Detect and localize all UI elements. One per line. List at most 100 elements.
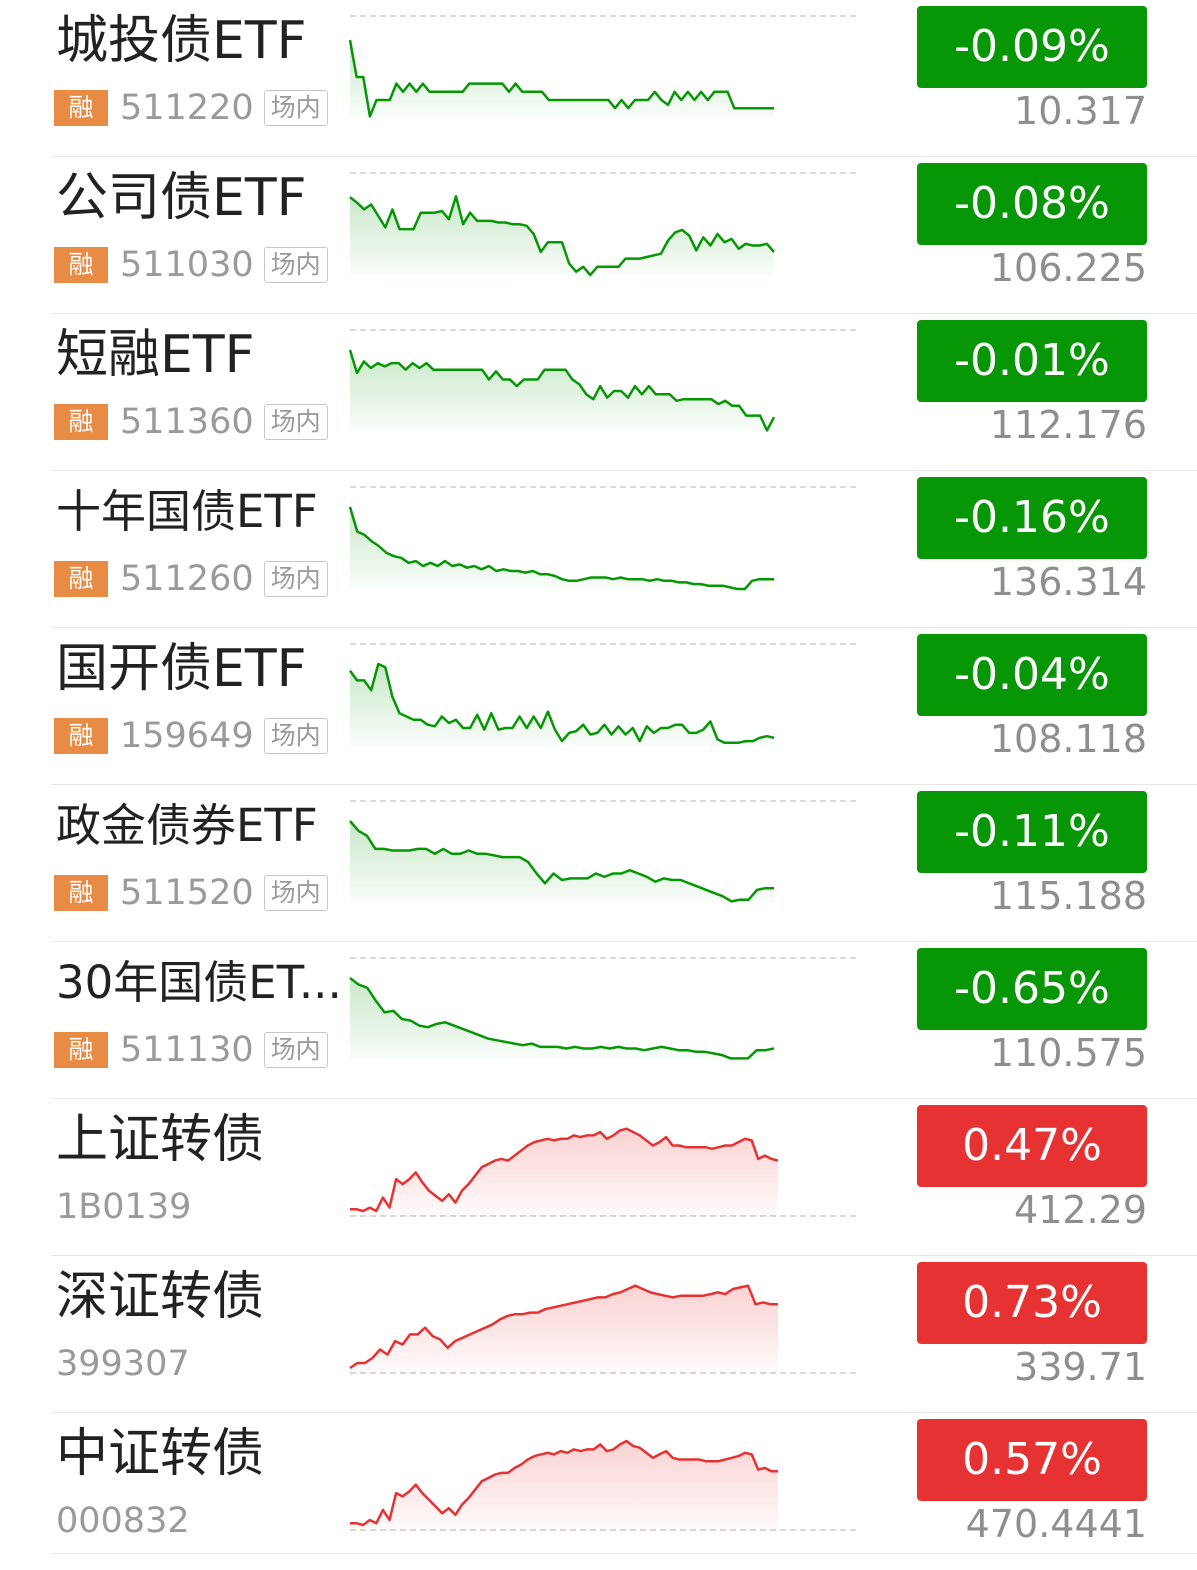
sparkline-line: [349, 977, 775, 1060]
sparkline-area: [350, 1128, 778, 1217]
last-price: 339.71: [1014, 1345, 1147, 1389]
sparkline-line: [348, 662, 775, 744]
fund-meta: 1B0139: [54, 1187, 201, 1227]
fund-row[interactable]: 十年国债ETF 融 511260 场内 -0.16% 136.314: [0, 471, 1197, 628]
intraday-sparkline: [348, 643, 858, 746]
intraday-sparkline: [348, 15, 858, 118]
margin-badge: 融: [54, 247, 108, 283]
fund-row[interactable]: 城投债ETF 融 511220 场内 -0.09% 10.317: [0, 0, 1197, 157]
exchange-tag: 场内: [263, 718, 328, 754]
change-percent-button[interactable]: -0.04%: [917, 634, 1147, 716]
last-price: 108.118: [989, 717, 1147, 761]
fund-name: 深证转债: [56, 1267, 265, 1327]
change-percent-button[interactable]: -0.65%: [917, 948, 1147, 1030]
fund-name: 上证转债: [56, 1110, 265, 1170]
sparkline-area: [350, 978, 774, 1060]
intraday-sparkline: [349, 172, 858, 277]
fund-name: 公司债ETF: [56, 168, 307, 228]
fund-row[interactable]: 30年国债ET... 融 511130 场内 -0.65% 110.575: [0, 942, 1197, 1099]
intraday-sparkline: [349, 1284, 858, 1374]
intraday-sparkline: [350, 1127, 858, 1217]
intraday-sparkline: [350, 1439, 858, 1531]
fund-row[interactable]: 深证转债 399307 0.73% 339.71: [0, 1256, 1197, 1413]
intraday-sparkline: [348, 486, 858, 591]
fund-meta: 融 159649 场内: [54, 716, 328, 756]
row-divider: [52, 470, 1197, 471]
exchange-tag: 场内: [263, 404, 328, 440]
sparkline-line: [348, 506, 774, 591]
last-price: 412.29: [1014, 1188, 1147, 1232]
last-price: 112.176: [989, 403, 1147, 447]
fund-code: 000832: [56, 1501, 190, 1541]
row-divider: [52, 627, 1197, 628]
fund-meta: 融 511030 场内: [54, 245, 328, 285]
sparkline-area: [350, 40, 774, 118]
sparkline-area: [350, 507, 774, 589]
exchange-tag: 场内: [263, 561, 328, 597]
fund-code: 511520: [120, 873, 254, 913]
fund-row[interactable]: 短融ETF 融 511360 场内 -0.01% 112.176: [0, 314, 1197, 471]
last-price: 110.575: [989, 1031, 1147, 1075]
margin-badge: 融: [54, 875, 108, 911]
row-divider: [52, 156, 1197, 157]
sparkline-line: [349, 195, 775, 277]
fund-code: 511220: [120, 88, 254, 128]
sparkline-line: [348, 39, 774, 118]
sparkline-area: [350, 196, 774, 275]
change-percent-button[interactable]: -0.16%: [917, 477, 1147, 559]
last-price: 115.188: [989, 874, 1147, 918]
intraday-sparkline: [349, 957, 858, 1060]
fund-code: 399307: [56, 1344, 190, 1384]
fund-name: 政金债券ETF: [56, 799, 318, 852]
fund-row[interactable]: 公司债ETF 融 511030 场内 -0.08% 106.225: [0, 157, 1197, 314]
fund-meta: 融 511220 场内: [54, 88, 328, 128]
fund-meta: 融 511260 场内: [54, 559, 328, 599]
fund-row[interactable]: 国开债ETF 融 159649 场内 -0.04% 108.118: [0, 628, 1197, 785]
change-percent-up-button[interactable]: 0.47%: [917, 1105, 1147, 1187]
change-percent-button[interactable]: -0.08%: [917, 163, 1147, 245]
sparkline-area: [350, 821, 774, 903]
change-percent-button[interactable]: -0.09%: [917, 6, 1147, 88]
sparkline-line: [350, 1127, 779, 1213]
exchange-tag: 场内: [263, 247, 328, 283]
sparkline-line: [349, 820, 774, 903]
exchange-tag: 场内: [263, 875, 328, 911]
row-divider: [52, 1255, 1197, 1256]
fund-name: 十年国债ETF: [56, 485, 318, 538]
row-divider: [52, 1098, 1197, 1099]
fund-meta: 融 511130 场内: [54, 1030, 328, 1070]
sparkline-area: [350, 1285, 778, 1374]
sparkline-area: [350, 1441, 778, 1531]
last-price: 470.4441: [965, 1502, 1147, 1546]
fund-name: 国开债ETF: [56, 639, 307, 699]
sparkline-area: [350, 664, 774, 746]
fund-code: 511260: [120, 559, 254, 599]
fund-name: 30年国债ET...: [56, 956, 342, 1009]
last-price: 10.317: [1014, 89, 1147, 133]
change-percent-up-button[interactable]: 0.73%: [917, 1262, 1147, 1344]
sparkline-line: [350, 1439, 778, 1527]
change-percent-up-button[interactable]: 0.57%: [917, 1419, 1147, 1501]
fund-row[interactable]: 中证转债 000832 0.57% 470.4441: [0, 1413, 1197, 1554]
exchange-tag: 场内: [263, 90, 328, 126]
fund-meta: 融 511360 场内: [54, 402, 328, 442]
fund-name: 城投债ETF: [56, 11, 307, 71]
change-percent-button[interactable]: -0.11%: [917, 791, 1147, 873]
fund-code: 511130: [120, 1030, 254, 1070]
fund-row[interactable]: 政金债券ETF 融 511520 场内 -0.11% 115.188: [0, 785, 1197, 942]
fund-row[interactable]: 上证转债 1B0139 0.47% 412.29: [0, 1099, 1197, 1256]
last-price: 106.225: [989, 246, 1147, 290]
margin-badge: 融: [54, 1032, 108, 1068]
sparkline-line: [348, 349, 776, 432]
fund-code: 159649: [120, 716, 254, 756]
exchange-tag: 场内: [263, 1032, 328, 1068]
row-divider: [52, 784, 1197, 785]
fund-meta: 融 511520 场内: [54, 873, 328, 913]
fund-meta: 000832: [54, 1501, 200, 1541]
row-divider: [52, 941, 1197, 942]
change-percent-button[interactable]: -0.01%: [917, 320, 1147, 402]
margin-badge: 融: [54, 561, 108, 597]
sparkline-line: [349, 1284, 778, 1370]
fund-code: 511360: [120, 402, 254, 442]
